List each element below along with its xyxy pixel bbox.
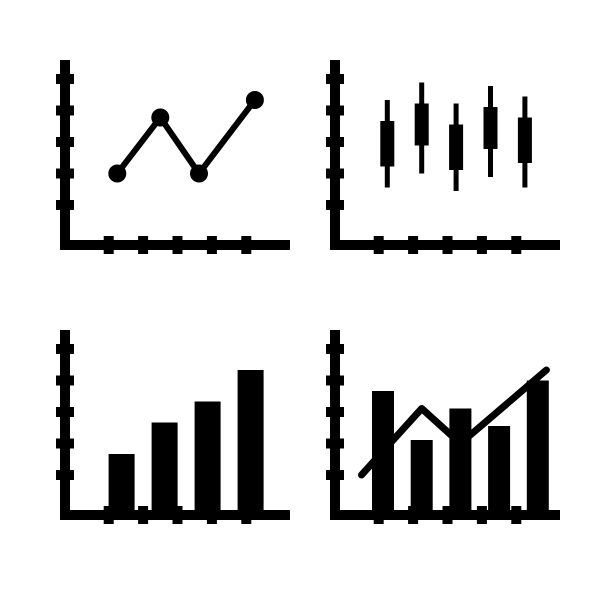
chart-icon-grid (0, 0, 600, 600)
combo-chart-icon (320, 330, 560, 530)
line-chart-icon (50, 60, 290, 260)
bar-chart-icon (50, 330, 290, 530)
candlestick-chart-icon (320, 60, 560, 260)
